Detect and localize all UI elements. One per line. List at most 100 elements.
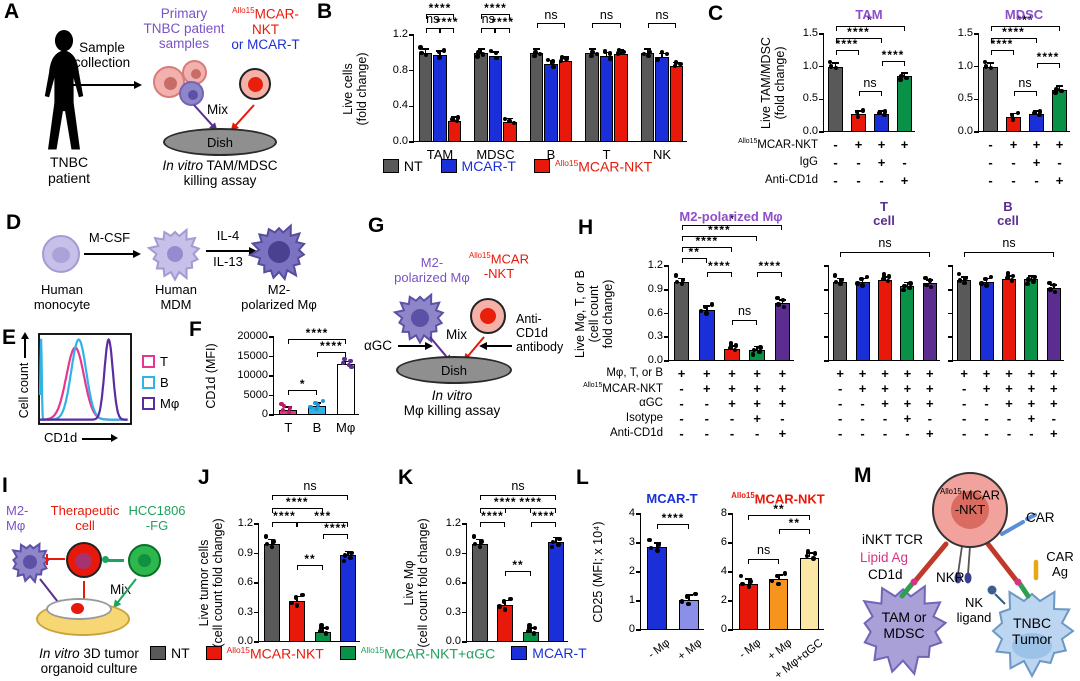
bar: [698, 309, 715, 361]
data-point: [880, 276, 886, 282]
data-point: [839, 277, 844, 283]
y-tick-label: 0.0: [445, 635, 461, 647]
matrix-cell: +: [926, 426, 934, 441]
matrix-cell: +: [753, 381, 761, 396]
sig-label: ****: [285, 495, 309, 510]
x-category-label: B: [312, 420, 322, 435]
bar: [679, 599, 699, 630]
data-point: [877, 110, 882, 116]
data-point: [647, 49, 652, 55]
data-point: [1031, 279, 1036, 284]
data-point: [557, 537, 562, 542]
y-tick: [948, 312, 953, 315]
tumor-cell-icon: [128, 544, 161, 577]
y-tick-label: 0.3: [445, 605, 461, 618]
error-bar: [344, 361, 347, 365]
m2-cell-icon: [11, 542, 51, 584]
sig-label: **: [304, 552, 316, 567]
matrix-cell: -: [1051, 411, 1056, 426]
matrix-cell: -: [833, 173, 838, 188]
data-point: [732, 347, 738, 353]
sig-label: ns: [544, 7, 558, 22]
data-point: [673, 273, 678, 278]
bar: [1029, 114, 1044, 132]
y-tick: [824, 312, 829, 315]
error-cap: [1056, 85, 1063, 87]
data-point: [589, 53, 594, 59]
panel-letter: L: [576, 466, 589, 489]
sig-label: ****: [491, 14, 515, 29]
error-cap: [1027, 275, 1035, 277]
panel-letter: M: [854, 464, 872, 487]
matrix-cell: +: [877, 155, 886, 170]
sig-bracket: [425, 27, 440, 33]
sig-bracket: [990, 37, 1037, 43]
data-point: [271, 539, 276, 544]
matrix-cell: -: [879, 173, 884, 188]
y-tick-label: 1.5: [957, 27, 973, 39]
flow-histogram-plot: [38, 333, 132, 425]
legend-label: NT: [171, 645, 190, 662]
y-tick-label: 2: [720, 594, 727, 606]
data-point: [287, 405, 293, 411]
bar: [724, 349, 740, 361]
legend-item: NT: [382, 158, 423, 174]
data-point: [549, 544, 555, 550]
flow-histogram-cd1d: [0, 318, 188, 460]
y-tick: [462, 611, 467, 614]
y-tick: [819, 33, 824, 35]
data-point: [480, 52, 486, 57]
sig-bracket: [297, 565, 323, 571]
sig-label: **: [688, 245, 700, 260]
samples-label: Primary TNBC patient samples: [143, 6, 225, 52]
y-tick-label: 0.4: [392, 99, 408, 112]
y-tick-label: 1.2: [647, 259, 663, 271]
data-point: [270, 544, 275, 549]
sig-label: ns: [757, 543, 771, 558]
data-point: [418, 45, 423, 50]
sig-label: ****: [1036, 50, 1060, 65]
data-point: [308, 404, 313, 410]
data-point: [340, 360, 346, 366]
y-tick: [824, 265, 829, 267]
sig-label: ns: [1018, 75, 1032, 90]
data-point: [856, 114, 861, 120]
data-point: [313, 400, 318, 406]
y-tick: [462, 523, 467, 525]
data-point: [342, 356, 347, 362]
data-point: [641, 51, 646, 57]
y-tick-label: 0.6: [445, 576, 461, 588]
data-point: [881, 272, 887, 277]
hist-y-axis-text: Cell count: [17, 362, 31, 419]
bar: [548, 541, 565, 642]
sig-bracket: [297, 522, 349, 528]
data-point: [1011, 117, 1016, 122]
sig-bracket: [495, 27, 510, 33]
error-cap: [987, 62, 994, 65]
data-point: [1054, 87, 1059, 92]
y-tick-label: 1.0: [802, 59, 818, 72]
y-tick-label: 0.8: [392, 63, 408, 76]
mdm-cell-icon: [146, 227, 201, 282]
y-tick: [636, 513, 641, 515]
car-nkt-cell-icon: [932, 472, 1008, 548]
y-tick: [462, 641, 467, 643]
bar: [433, 54, 447, 142]
error-bar: [688, 595, 690, 600]
matrix-cell: +: [881, 366, 889, 381]
chart-title: TAM: [855, 7, 883, 22]
therapeutic-cell-icon: [66, 542, 102, 578]
y-tick: [824, 360, 829, 362]
plot-area: 0.0 0.3 0.6 0.9 1.2 ** **** **** * **** ns **** Mφ, …: [583, 212, 794, 441]
data-point: [733, 343, 739, 348]
cd1d-stalk-icon: [899, 581, 915, 599]
sig-bracket: [835, 49, 859, 55]
error-bar: [756, 346, 758, 350]
data-point: [928, 284, 934, 290]
data-point: [648, 545, 654, 550]
data-point: [781, 304, 786, 309]
matrix-cell: -: [860, 426, 865, 441]
plot-area: 0 5000 10000 15000 20000 * **** **** T B Mφ: [237, 326, 359, 435]
matrix-cell: -: [856, 155, 861, 170]
matrix-cell: +: [753, 366, 761, 381]
